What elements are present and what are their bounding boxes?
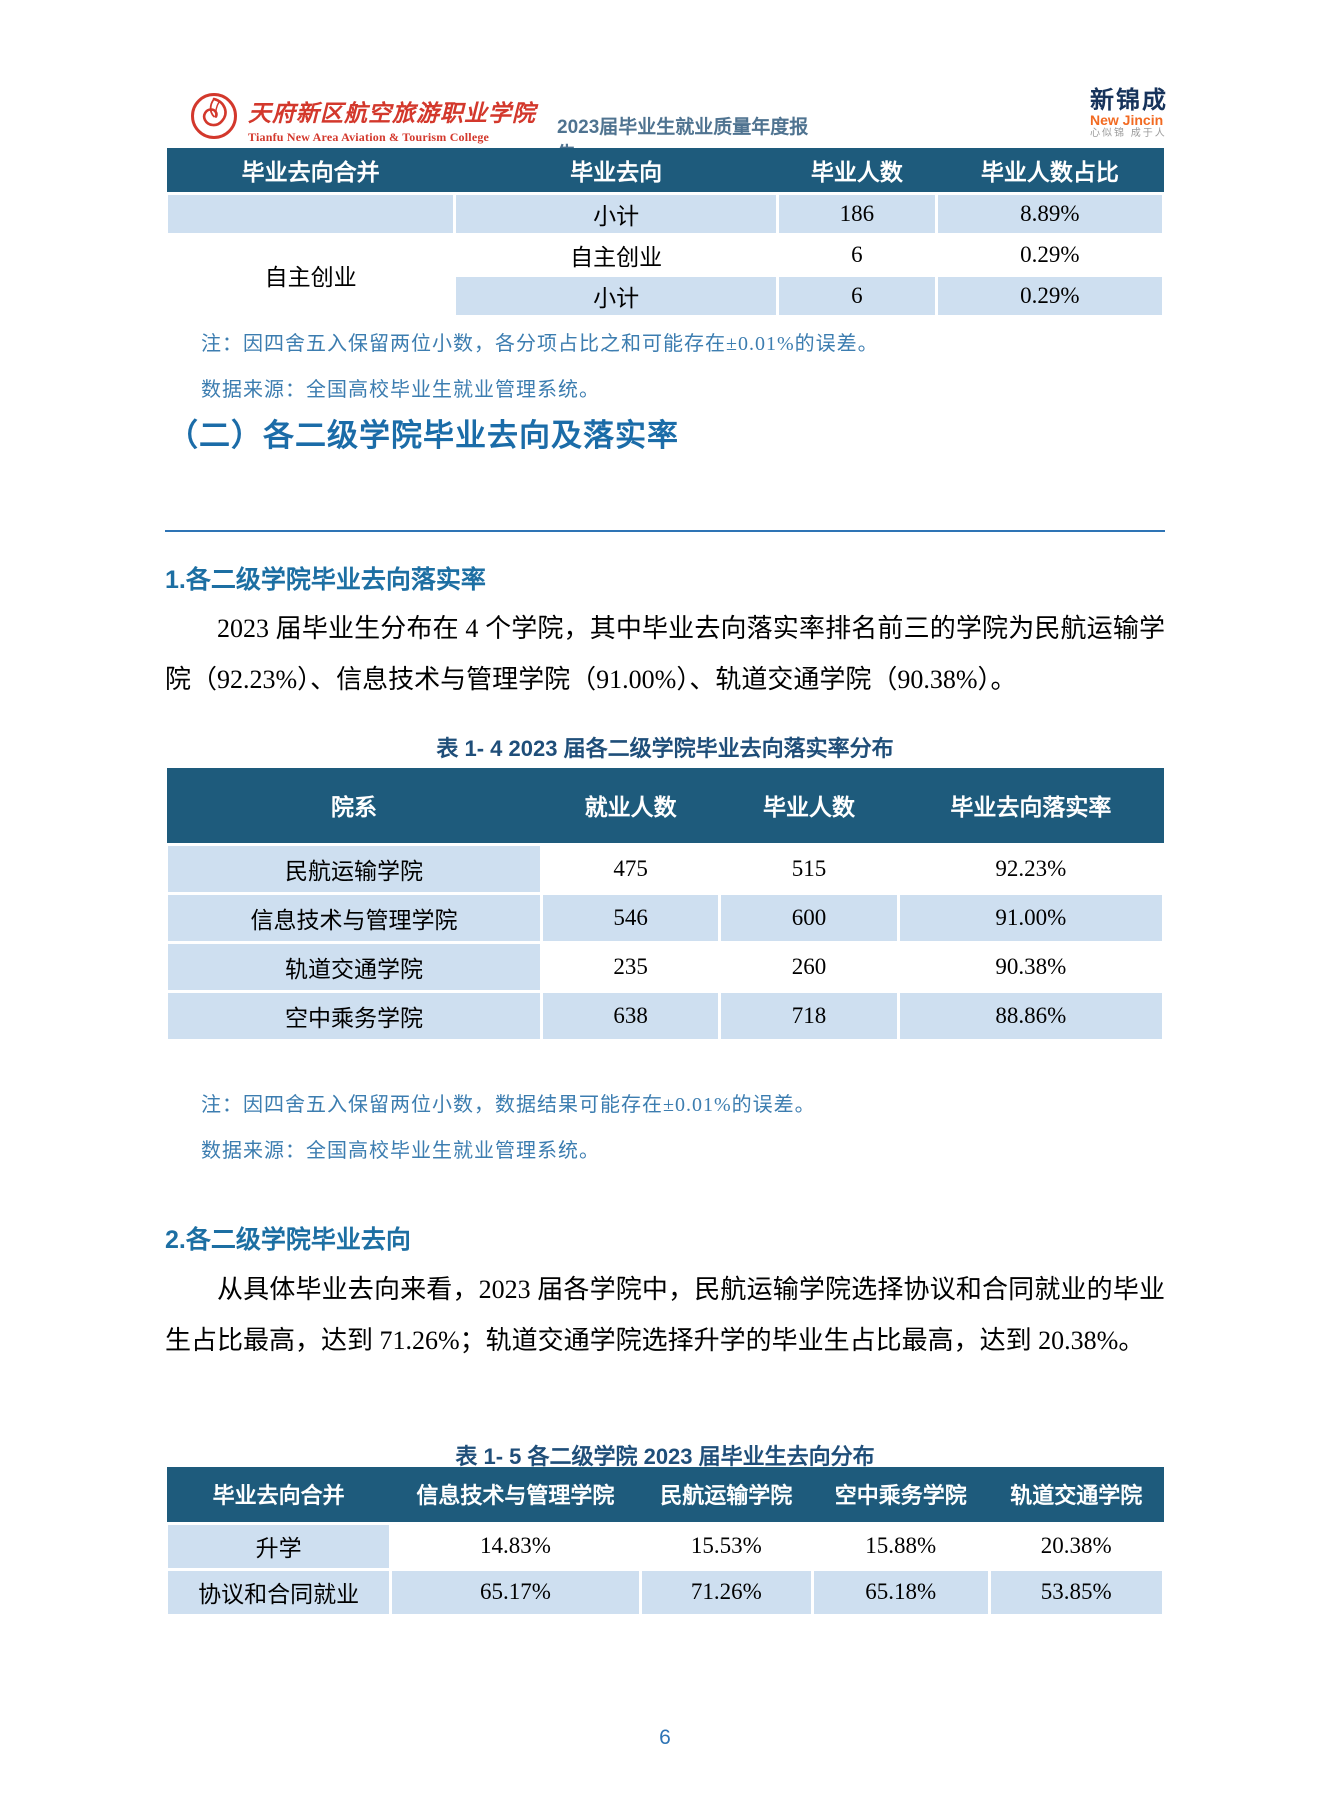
column-header: 毕业去向合并 bbox=[166, 148, 455, 193]
table-caption-1-4: 表 1- 4 2023 届各二级学院毕业去向落实率分布 bbox=[436, 736, 894, 761]
publisher-logo-cn: 新锦成 bbox=[1090, 87, 1168, 114]
table-cell: 71.26% bbox=[638, 1567, 815, 1617]
column-header: 毕业去向 bbox=[454, 148, 778, 193]
table-cell: 638 bbox=[539, 989, 722, 1042]
table-cell-group: 自主创业 bbox=[164, 232, 457, 318]
table-header-row: 院系 就业人数 毕业人数 毕业去向落实率 bbox=[166, 768, 1164, 844]
paragraph-2: 从具体毕业去向来看，2023 届各学院中，民航运输学院选择协议和合同就业的毕业生… bbox=[165, 1275, 1165, 1355]
table-note: 注：因四舍五入保留两位小数，各分项占比之和可能存在±0.01%的误差。 bbox=[201, 333, 879, 355]
college-name-cn: 天府新区航空旅游职业学院 bbox=[248, 101, 536, 126]
table-cell: 0.29% bbox=[934, 273, 1166, 318]
table-row: 自主创业 自主创业 6 0.29% bbox=[164, 232, 1166, 318]
column-header: 民航运输学院 bbox=[640, 1467, 813, 1523]
column-header: 毕业人数 bbox=[719, 768, 899, 844]
table-cell: 14.83% bbox=[389, 1521, 642, 1571]
subsection-heading-2: 2.各二级学院毕业去向 bbox=[165, 1226, 411, 1254]
column-header: 轨道交通学院 bbox=[989, 1467, 1164, 1523]
college-logo-icon bbox=[191, 93, 237, 139]
table-cell: 90.38% bbox=[896, 940, 1166, 993]
table-cell: 546 bbox=[539, 891, 722, 944]
table-cell: 65.18% bbox=[811, 1567, 991, 1617]
publisher-slogan: 心似锦 成于人 bbox=[1090, 127, 1167, 139]
table-note: 注：因四舍五入保留两位小数，数据结果可能存在±0.01%的误差。 bbox=[201, 1094, 816, 1116]
table-cell: 20.38% bbox=[987, 1521, 1165, 1571]
data-source-note: 数据来源：全国高校毕业生就业管理系统。 bbox=[201, 1140, 600, 1162]
table-row: 升学 14.83% 15.53% 15.88% 20.38% bbox=[164, 1521, 1165, 1571]
table-cell: 91.00% bbox=[896, 891, 1166, 944]
college-name-block: 天府新区航空旅游职业学院 Tianfu New Area Aviation & … bbox=[248, 94, 536, 145]
table-header-row: 毕业去向合并 毕业去向 毕业人数 毕业人数占比 bbox=[166, 148, 1164, 193]
table-cell: 小计 bbox=[453, 191, 780, 236]
column-header: 信息技术与管理学院 bbox=[390, 1467, 641, 1523]
section-divider bbox=[165, 530, 1165, 532]
table-cell: 515 bbox=[718, 842, 900, 895]
column-header: 院系 bbox=[166, 768, 542, 844]
table-cell: 475 bbox=[539, 842, 722, 895]
column-header: 毕业去向落实率 bbox=[898, 768, 1164, 844]
table-cell: 0.29% bbox=[934, 232, 1166, 277]
table-cell: 88.86% bbox=[896, 989, 1166, 1042]
table-cell: 信息技术与管理学院 bbox=[165, 891, 543, 944]
table-row: 空中乘务学院 638 718 88.86% bbox=[165, 989, 1166, 1042]
table-cell: 15.53% bbox=[638, 1521, 815, 1571]
table-cell: 186 bbox=[776, 191, 938, 236]
table-row: 小计 186 8.89% bbox=[164, 191, 1166, 236]
paragraph-1: 2023 届毕业生分布在 4 个学院，其中毕业去向落实率排名前三的学院为民航运输… bbox=[165, 614, 1165, 694]
table-row: 小计 6 0.29% bbox=[167, 273, 1166, 318]
table-cell: 6 bbox=[776, 232, 938, 277]
implementation-rate-table: 院系 就业人数 毕业人数 毕业去向落实率 民航运输学院 475 515 92.2… bbox=[165, 768, 1166, 1042]
table-cell: 8.89% bbox=[934, 191, 1166, 236]
table-row: 民航运输学院 475 515 92.23% bbox=[165, 842, 1166, 895]
table-cell: 升学 bbox=[164, 1521, 393, 1571]
table-cell: 65.17% bbox=[389, 1567, 642, 1617]
table-cell: 小计 bbox=[453, 273, 780, 318]
destination-by-college-table: 毕业去向合并 信息技术与管理学院 民航运输学院 空中乘务学院 轨道交通学院 升学… bbox=[164, 1467, 1165, 1617]
table-cell: 15.88% bbox=[811, 1521, 991, 1571]
table-cell: 轨道交通学院 bbox=[165, 940, 543, 993]
table-cell: 自主创业 bbox=[453, 232, 780, 277]
table-cell: 协议和合同就业 bbox=[164, 1567, 393, 1617]
data-source-note: 数据来源：全国高校毕业生就业管理系统。 bbox=[201, 379, 600, 401]
table-row: 轨道交通学院 235 260 90.38% bbox=[165, 940, 1166, 993]
table-row: 信息技术与管理学院 546 600 91.00% bbox=[165, 891, 1166, 944]
column-header: 空中乘务学院 bbox=[812, 1467, 989, 1523]
table-cell: 空中乘务学院 bbox=[165, 989, 543, 1042]
table-cell: 92.23% bbox=[896, 842, 1166, 895]
column-header: 毕业去向合并 bbox=[166, 1467, 391, 1523]
page-number: 6 bbox=[659, 1726, 671, 1749]
table-cell: 民航运输学院 bbox=[165, 842, 543, 895]
publisher-logo-en: New Jincin bbox=[1090, 112, 1164, 129]
college-name-en: Tianfu New Area Aviation & Tourism Colle… bbox=[248, 130, 490, 144]
table-cell: 235 bbox=[539, 940, 722, 993]
table-cell: 53.85% bbox=[987, 1567, 1165, 1617]
publisher-logo: 新锦成 New Jincin 心似锦 成于人 bbox=[1090, 88, 1168, 139]
column-header: 就业人数 bbox=[541, 768, 720, 844]
section-heading: （二）各二级学院毕业去向及落实率 bbox=[167, 418, 679, 453]
table-cell: 6 bbox=[776, 273, 938, 318]
subsection-heading-1: 1.各二级学院毕业去向落实率 bbox=[165, 566, 486, 594]
table-cell: 260 bbox=[718, 940, 900, 993]
graduation-destination-table: 毕业去向合并 毕业去向 毕业人数 毕业人数占比 小计 186 8.89% 自主创… bbox=[164, 148, 1166, 318]
table-cell: 718 bbox=[718, 989, 900, 1042]
table-row: 协议和合同就业 65.17% 71.26% 65.18% 53.85% bbox=[164, 1567, 1165, 1617]
column-header: 毕业人数占比 bbox=[936, 148, 1164, 193]
table-caption-1-5: 表 1- 5 各二级学院 2023 届毕业生去向分布 bbox=[455, 1444, 875, 1469]
table-cell: 600 bbox=[718, 891, 900, 944]
table-cell bbox=[164, 191, 457, 236]
table-header-row: 毕业去向合并 信息技术与管理学院 民航运输学院 空中乘务学院 轨道交通学院 bbox=[166, 1467, 1164, 1523]
column-header: 毕业人数 bbox=[777, 148, 937, 193]
